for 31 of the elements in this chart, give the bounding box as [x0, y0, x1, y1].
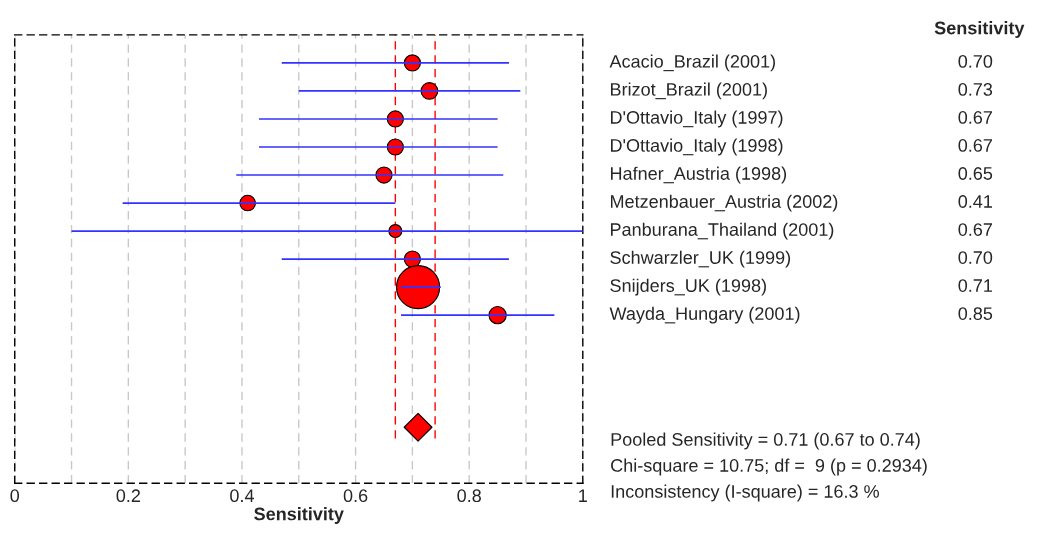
- data-label: 0.65: [958, 167, 993, 180]
- data-label: 0.67: [958, 139, 992, 152]
- data-label: 0.71: [958, 279, 992, 292]
- data-label: 0.70: [958, 54, 993, 68]
- text: Chi-square = 10.75; df = 9 (p = 0.2934): [611, 458, 927, 476]
- x-tick-label: 0.2: [116, 489, 140, 503]
- x-tick-label: 0.4: [230, 489, 254, 503]
- x-tick-label: 0.6: [343, 489, 368, 503]
- y-tick-label: D'Ottavio_Italy (1998): [610, 138, 783, 156]
- y-tick-label: Schwarzler_UK (1999): [610, 250, 791, 268]
- x-tick-label: 1: [579, 489, 587, 502]
- data-label: 0.85: [958, 307, 993, 320]
- y-tick-label: Snijders_UK (1998): [610, 278, 766, 296]
- y-tick-label: Hafner_Austria (1998): [610, 166, 787, 184]
- x-tick-label: 0: [10, 489, 20, 503]
- data-label: 0.67: [958, 223, 992, 236]
- text: Pooled Sensitivity = 0.71 (0.67 to 0.74): [611, 432, 920, 450]
- y-tick-label: D'Ottavio_Italy (1997): [610, 110, 783, 128]
- y-tick-label: Metzenbauer_Austria (2002): [610, 194, 838, 212]
- y-tick-label: Wayda_Hungary (2001): [609, 306, 800, 324]
- data-label: 0.41: [958, 195, 992, 208]
- text: Inconsistency (I-square) = 16.3 %: [611, 484, 879, 502]
- y-tick-label: Panburana_Thailand (2001): [610, 222, 834, 240]
- data-label: 0.70: [958, 251, 993, 264]
- x-tick-label: 0.8: [457, 489, 481, 503]
- y-tick-label: Brizot_Brazil (2001): [610, 82, 767, 100]
- data-label: 0.67: [958, 111, 992, 124]
- x-axis-title: Sensitivity: [254, 507, 344, 524]
- text: Sensitivity: [934, 21, 1025, 38]
- y-tick-label: Acacio_Brazil (2001): [609, 54, 775, 72]
- data-label: 0.73: [958, 83, 993, 96]
